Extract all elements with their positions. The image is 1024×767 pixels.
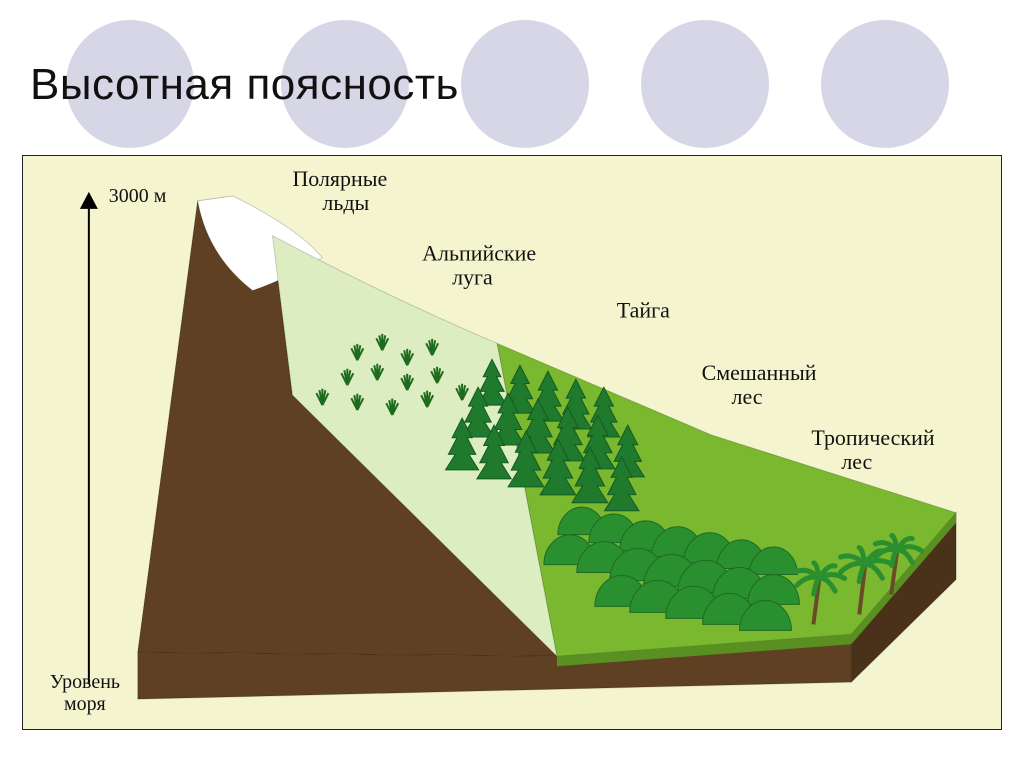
altitudinal-zonation-diagram: 3000 м Уровень моря ПолярныельдыАльпийск… [22,155,1002,730]
axis-top-label: 3000 м [109,185,167,207]
axis-bottom-label-line1: Уровень [50,671,120,693]
zone-label-taiga: Тайга [617,297,670,322]
axis-bottom-label-line2: моря [64,693,106,715]
slide-title: Высотная поясность [30,60,459,110]
